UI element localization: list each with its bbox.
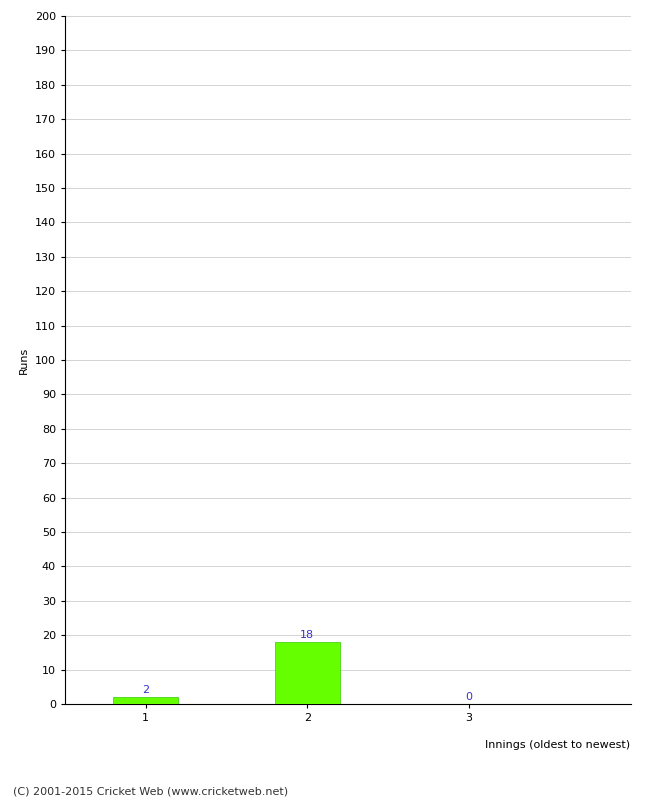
Bar <box>275 642 340 704</box>
Text: 2: 2 <box>142 686 150 695</box>
Y-axis label: Runs: Runs <box>20 346 29 374</box>
Bar <box>114 697 178 704</box>
Text: Innings (oldest to newest): Innings (oldest to newest) <box>486 740 630 750</box>
Text: 0: 0 <box>465 692 473 702</box>
Text: (C) 2001-2015 Cricket Web (www.cricketweb.net): (C) 2001-2015 Cricket Web (www.cricketwe… <box>13 786 288 796</box>
Text: 18: 18 <box>300 630 315 640</box>
